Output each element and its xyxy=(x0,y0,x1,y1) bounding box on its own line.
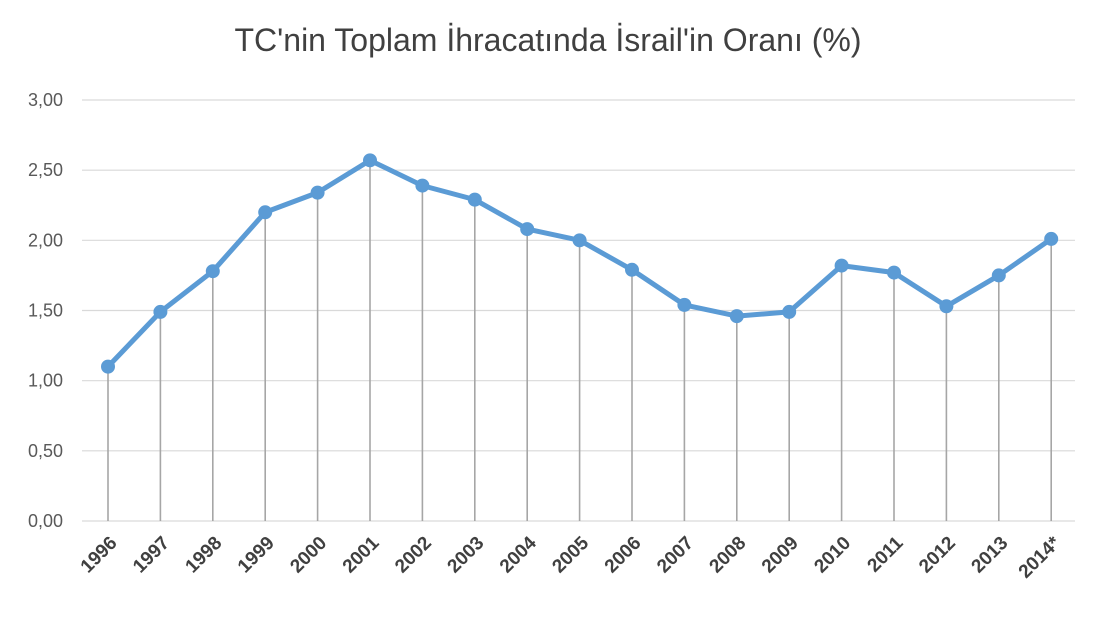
x-tick-label: 2003 xyxy=(444,533,489,578)
y-tick-label: 3,00 xyxy=(28,90,63,110)
y-axis-ticks: 0,00 0,50 1,00 1,50 2,00 2,50 3,00 xyxy=(28,90,63,531)
y-tick-label: 2,00 xyxy=(28,230,63,250)
data-point xyxy=(834,258,849,273)
y-tick-label: 1,00 xyxy=(28,371,63,391)
x-tick-label: 2007 xyxy=(653,533,698,578)
x-tick-label: 2004 xyxy=(496,532,541,577)
data-point xyxy=(363,153,377,168)
x-tick-label: 2002 xyxy=(391,533,436,578)
x-tick-label: 2014* xyxy=(1015,532,1065,582)
x-tick-label: 1999 xyxy=(234,533,279,578)
data-point xyxy=(782,304,797,319)
data-point xyxy=(101,359,115,374)
data-point xyxy=(310,185,325,200)
x-tick-label: 2008 xyxy=(706,533,751,578)
x-tick-label: 2001 xyxy=(339,532,384,577)
x-tick-label: 2000 xyxy=(286,533,331,578)
y-tick-label: 1,50 xyxy=(28,301,63,321)
y-tick-label: 0,50 xyxy=(28,441,63,461)
data-point xyxy=(887,265,901,280)
drop-lines xyxy=(107,160,1052,521)
x-tick-label: 1997 xyxy=(129,533,174,578)
data-point xyxy=(415,178,430,193)
y-tick-label: 2,50 xyxy=(28,160,63,180)
data-point xyxy=(939,299,954,314)
data-point xyxy=(677,297,692,312)
data-point xyxy=(729,309,744,324)
x-tick-label: 2010 xyxy=(810,533,855,578)
data-point xyxy=(625,262,639,277)
x-tick-label: 2006 xyxy=(601,533,646,578)
data-point xyxy=(991,268,1006,283)
x-axis-ticks: 1996 1997 1998 1999 2000 2001 2002 2003 2004 2005… xyxy=(77,532,1065,582)
x-tick-label: 2012 xyxy=(915,533,960,578)
data-point xyxy=(467,192,482,207)
x-tick-label: 1996 xyxy=(77,533,122,578)
gridlines xyxy=(82,99,1075,522)
data-point xyxy=(1044,231,1059,246)
series-markers xyxy=(101,153,1059,374)
x-tick-label: 2009 xyxy=(758,533,803,578)
x-tick-label: 2011 xyxy=(864,532,908,576)
x-tick-label: 1998 xyxy=(182,533,227,578)
chart-title: TC'nin Toplam İhracatında İsrail'in Oran… xyxy=(234,22,862,58)
y-tick-label: 0,00 xyxy=(28,511,63,531)
x-tick-label: 2005 xyxy=(548,532,593,577)
data-point xyxy=(258,205,273,220)
data-point xyxy=(153,304,168,319)
data-point xyxy=(520,222,535,237)
data-point xyxy=(205,264,220,279)
data-point xyxy=(572,233,587,248)
x-tick-label: 2013 xyxy=(968,533,1013,578)
